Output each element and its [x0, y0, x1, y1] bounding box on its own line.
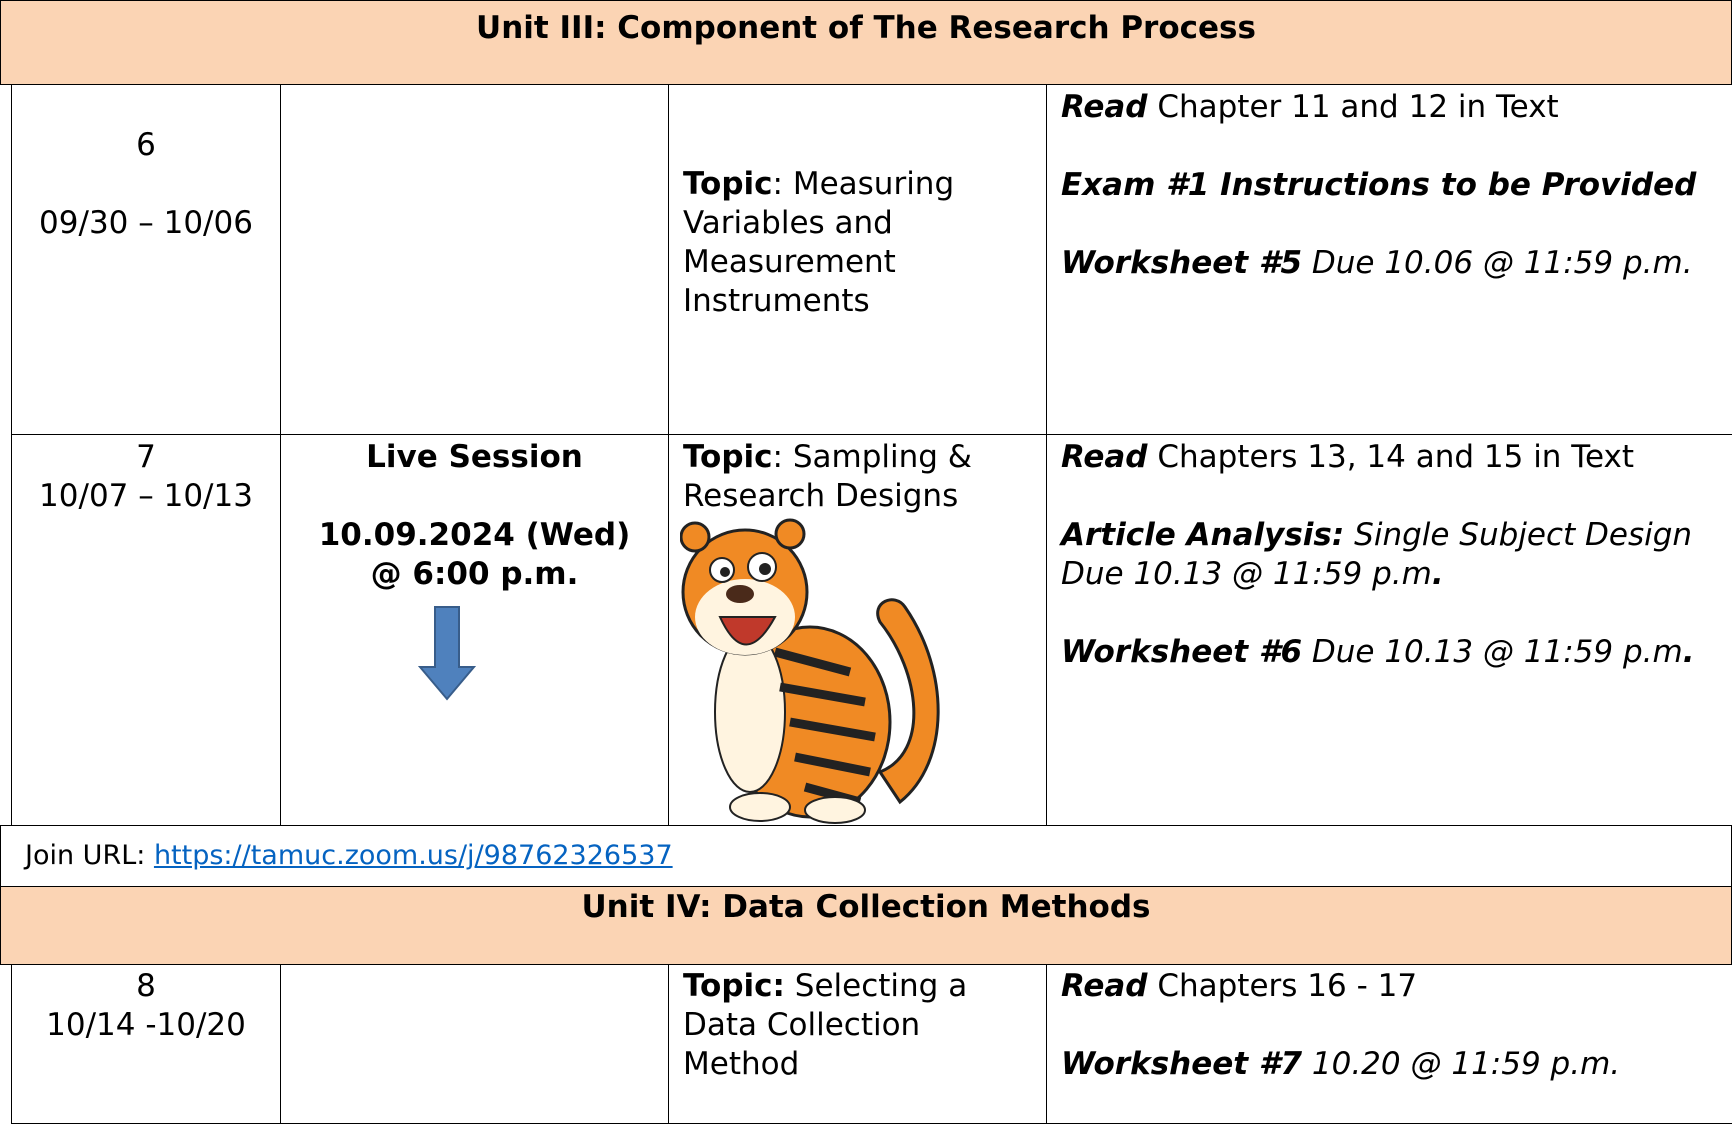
assignment-text: Chapters 16 - 17 — [1147, 968, 1418, 1004]
assignment-label: Worksheet #5 — [1061, 245, 1303, 281]
dates: 09/30 – 10/06 — [39, 205, 253, 241]
topic-label: Topic — [683, 439, 773, 475]
assignment-label: Article Analysis: — [1061, 517, 1345, 553]
assignment-label: Worksheet #6 — [1061, 634, 1303, 670]
assignment-label: Read — [1061, 968, 1148, 1004]
topic-cell: Topic: Selecting a Data Collection Metho… — [668, 964, 1047, 1124]
topic-cell: Topic: Sampling & Research Designs — [668, 434, 1047, 826]
session-time: 10.09.2024 (Wed) @ 6:00 p.m. — [318, 517, 631, 592]
assignment-cell: Read Chapters 13, 14 and 15 in Text Arti… — [1046, 434, 1732, 826]
topic: : Measuring Variables and Measurement In… — [683, 166, 955, 319]
topic-cell: Topic: Measuring Variables and Measureme… — [668, 84, 1047, 435]
assignment-cell: Read Chapters 16 - 17 Worksheet #7 10.20… — [1046, 964, 1732, 1124]
assignment-text: 10.20 @ 11:59 p.m. — [1302, 1046, 1621, 1082]
session-cell — [280, 964, 669, 1124]
join-label: Join URL: — [25, 840, 154, 871]
week-cell: 7 10/07 – 10/13 — [11, 434, 281, 826]
week: 7 — [136, 439, 156, 475]
unit-title: Unit III: Component of The Research Proc… — [476, 10, 1256, 46]
dates: 10/14 -10/20 — [46, 1007, 246, 1043]
topic: : Sampling & Research Designs — [683, 439, 972, 514]
week-cell: 6 09/30 – 10/06 — [11, 84, 281, 435]
tiger-image — [680, 518, 940, 824]
dates: 10/07 – 10/13 — [39, 478, 253, 514]
week: 6 — [136, 127, 156, 163]
down-arrow — [418, 606, 476, 701]
assignment-text: Due 10.06 @ 11:59 p.m. — [1302, 245, 1693, 281]
session-cell — [280, 84, 669, 435]
assignment-text: . — [1682, 634, 1695, 670]
topic-label: Topic: — [683, 968, 785, 1004]
assignment-text: Due 10.13 @ 11:59 p.m — [1302, 634, 1683, 670]
unit-title: Unit IV: Data Collection Methods — [581, 889, 1151, 925]
unit-header: Unit IV: Data Collection Methods — [0, 886, 1732, 965]
assignment-text: Chapter 11 and 12 in Text — [1147, 89, 1559, 125]
session-cell: Live Session 10.09.2024 (Wed) @ 6:00 p.m… — [280, 434, 669, 826]
unit-header: Unit III: Component of The Research Proc… — [0, 0, 1732, 85]
week: 8 — [136, 968, 156, 1004]
week-cell: 8 10/14 -10/20 — [11, 964, 281, 1124]
join-link[interactable]: https://tamuc.zoom.us/j/98762326537 — [153, 840, 673, 871]
assignment-label: Read — [1061, 89, 1148, 125]
assignment-label: Exam #1 Instructions to be Provided — [1061, 167, 1697, 203]
assignment-label: Worksheet #7 — [1061, 1046, 1303, 1082]
assignment-text: Single Subject Design Due 10.13 @ 11:59 … — [1061, 517, 1693, 592]
topic: Selecting a Data Collection Method — [683, 968, 968, 1082]
assignment-cell: Read Chapter 11 and 12 in Text Exam #1 I… — [1046, 84, 1732, 435]
join-row: Join URL: https://tamuc.zoom.us/j/987623… — [0, 825, 1732, 887]
assignment-text: . — [1431, 556, 1444, 592]
assignment-text: Chapters 13, 14 and 15 in Text — [1147, 439, 1635, 475]
assignment-label: Read — [1061, 439, 1148, 475]
topic-label: Topic — [683, 166, 773, 202]
session-title: Live Session — [366, 439, 583, 475]
